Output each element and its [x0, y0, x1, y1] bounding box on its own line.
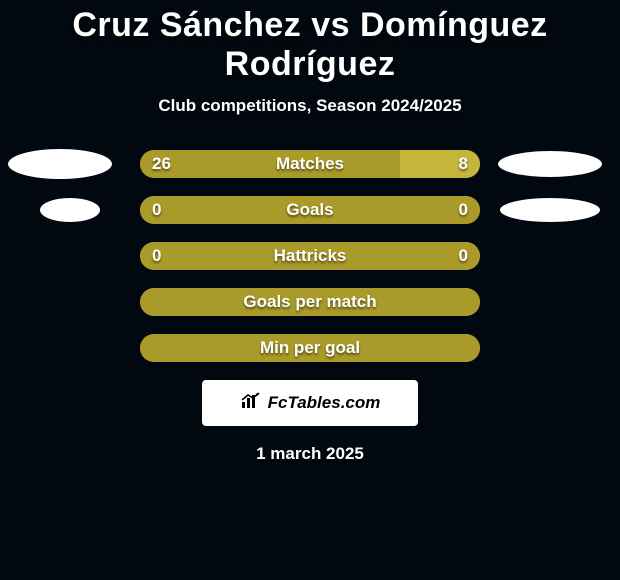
- stat-row: 268Matches: [0, 150, 620, 178]
- stat-label: Hattricks: [140, 242, 480, 270]
- stat-label: Goals: [140, 196, 480, 224]
- stat-bar: Goals per match: [140, 288, 480, 316]
- comparison-card: Cruz Sánchez vs Domínguez Rodríguez Club…: [0, 0, 620, 580]
- stat-row: Goals per match: [0, 288, 620, 316]
- subtitle: Club competitions, Season 2024/2025: [0, 96, 620, 116]
- page-title: Cruz Sánchez vs Domínguez Rodríguez: [0, 0, 620, 84]
- stat-row: 00Hattricks: [0, 242, 620, 270]
- stat-row: 00Goals: [0, 196, 620, 224]
- stat-label: Matches: [140, 150, 480, 178]
- logo-text: FcTables.com: [268, 393, 381, 413]
- player-oval-right: [500, 198, 600, 222]
- chart-icon: [240, 392, 262, 415]
- player-oval-left: [40, 198, 100, 222]
- stat-label: Min per goal: [140, 334, 480, 362]
- stat-bar: 268Matches: [140, 150, 480, 178]
- player-oval-left: [8, 149, 112, 179]
- date-label: 1 march 2025: [0, 444, 620, 464]
- stat-bar: Min per goal: [140, 334, 480, 362]
- stat-bar: 00Hattricks: [140, 242, 480, 270]
- stat-rows: 268Matches 00Goals 00Hattricks Goals per ma…: [0, 150, 620, 362]
- stat-bar: 00Goals: [140, 196, 480, 224]
- player-oval-right: [498, 151, 602, 177]
- stat-label: Goals per match: [140, 288, 480, 316]
- stat-row: Min per goal: [0, 334, 620, 362]
- fctables-logo: FcTables.com: [202, 380, 418, 426]
